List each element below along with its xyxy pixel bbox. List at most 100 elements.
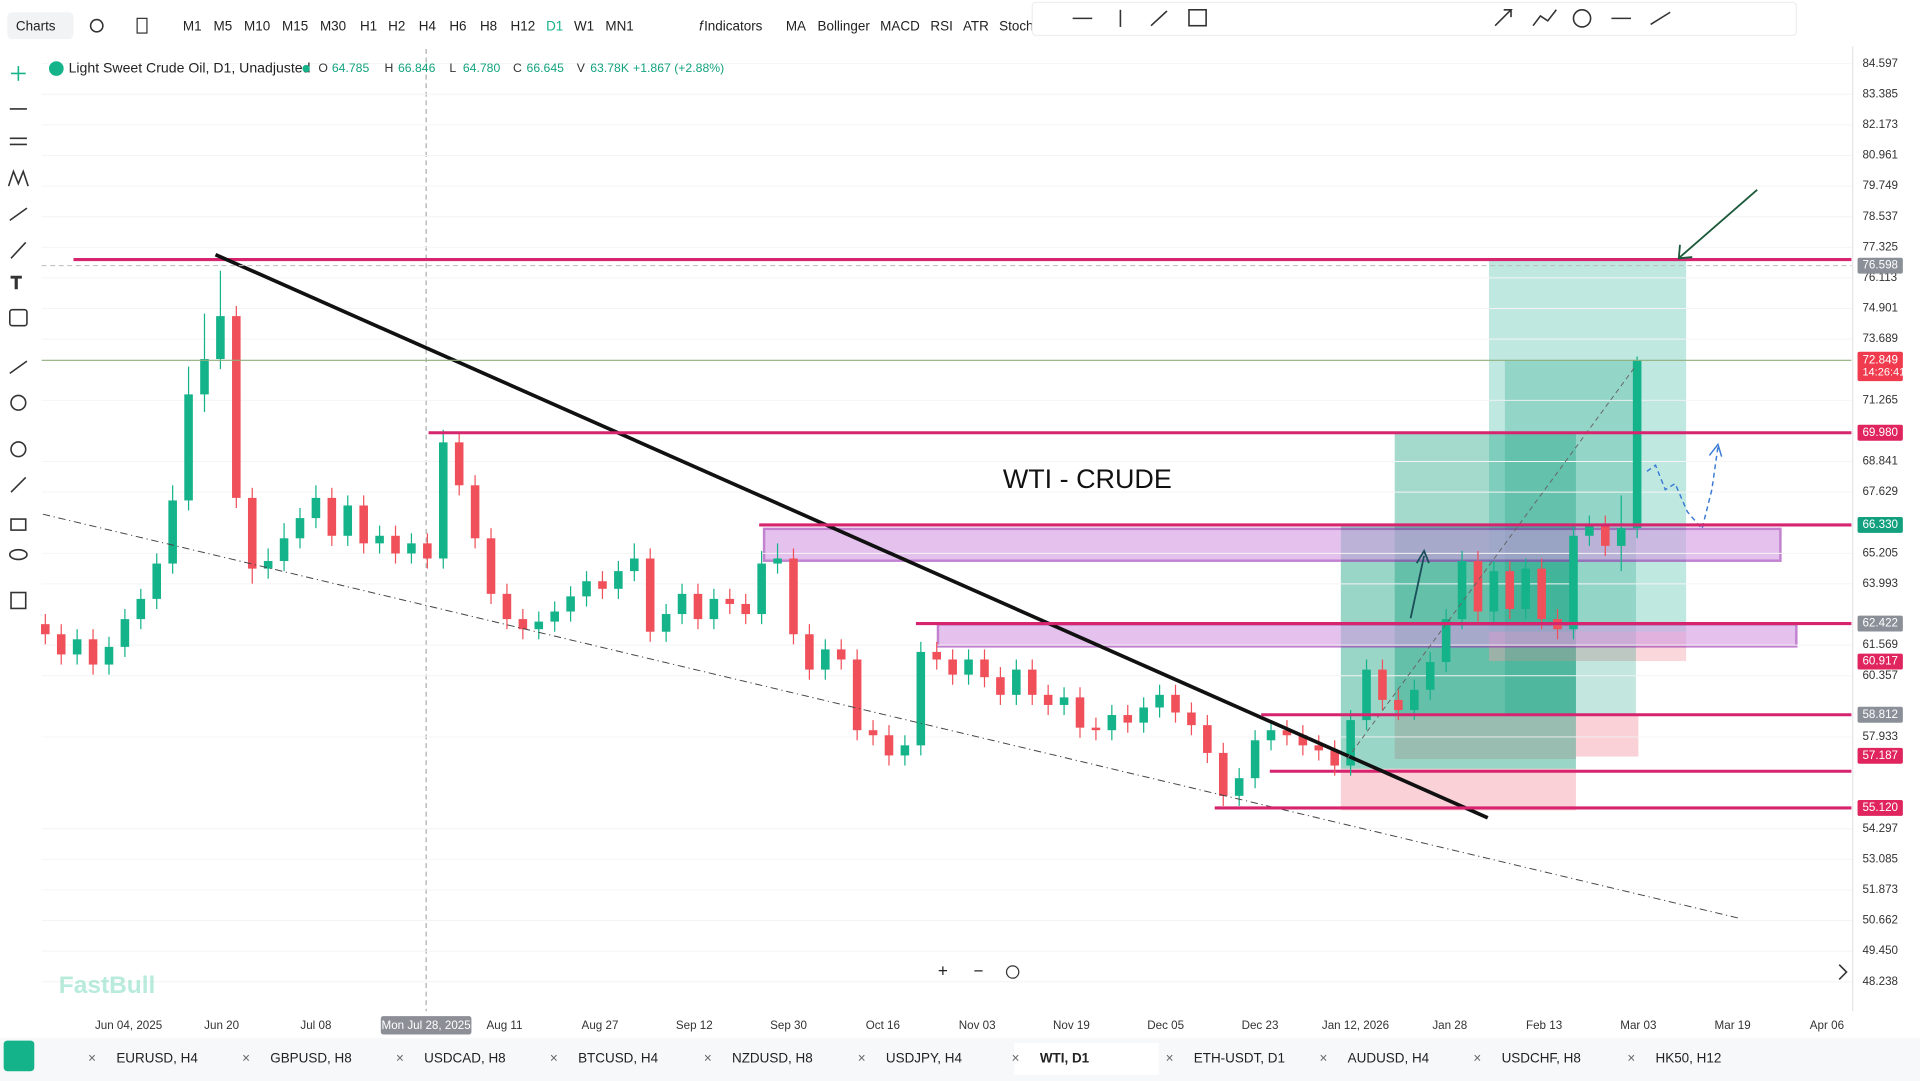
tool-arrow[interactable] xyxy=(1494,8,1513,27)
study-button[interactable]: MACD xyxy=(880,18,920,33)
tab-close[interactable]: × xyxy=(1320,1051,1328,1066)
tool-zoom[interactable] xyxy=(10,394,27,411)
candle-body xyxy=(757,563,766,615)
candle-body xyxy=(1378,669,1387,700)
tab-close[interactable]: × xyxy=(550,1051,558,1066)
tab-label[interactable]: USDJPY, H4 xyxy=(886,1051,963,1066)
candle-body xyxy=(725,598,735,604)
charts-menu[interactable]: Charts xyxy=(16,18,56,33)
y-tick-label: 53.085 xyxy=(1862,852,1898,865)
y-tick-label: 67.629 xyxy=(1862,485,1898,498)
timeframe-button[interactable]: M15 xyxy=(282,18,308,33)
tab-close[interactable]: × xyxy=(396,1051,404,1066)
tool-magnet[interactable] xyxy=(10,441,27,458)
tab-label[interactable]: HK50, H12 xyxy=(1656,1051,1722,1066)
axis-labels: 84.597 83.385 82.173 80.961 79.749 78.537 77.3… xyxy=(1857,57,1905,988)
timeframe-button[interactable]: H4 xyxy=(419,18,437,33)
tab-close[interactable]: × xyxy=(858,1051,866,1066)
crosshair-badge xyxy=(380,1016,472,1035)
tab-label[interactable]: USDCAD, H8 xyxy=(424,1051,505,1066)
candle-body xyxy=(1473,561,1483,612)
watermark: FastBull xyxy=(59,972,156,999)
scroll-right[interactable] xyxy=(1838,964,1848,980)
study-button[interactable]: Bollinger xyxy=(817,18,870,33)
study-button[interactable]: ATR xyxy=(963,18,989,33)
candle-body xyxy=(1171,694,1180,713)
candle-body xyxy=(104,646,114,665)
tool-lock-draw[interactable] xyxy=(10,476,27,493)
candle-body xyxy=(693,593,703,620)
fx-icon[interactable]: f xyxy=(699,18,704,33)
tool-rect[interactable] xyxy=(1188,8,1207,27)
tab-label[interactable]: BTCUSD, H4 xyxy=(578,1051,659,1066)
candle-body xyxy=(1314,745,1324,751)
tool-ruler[interactable] xyxy=(9,360,28,375)
candle-body xyxy=(41,624,50,635)
price-badge xyxy=(1857,747,1903,764)
timeframe-button[interactable]: H6 xyxy=(449,18,466,33)
tool-projection[interactable] xyxy=(9,207,28,222)
timeframe-button[interactable]: M10 xyxy=(244,18,270,33)
tab-close[interactable]: × xyxy=(88,1051,96,1066)
indicators-button[interactable]: Indicators xyxy=(704,18,763,33)
tab-label[interactable]: WTI, D1 xyxy=(1040,1051,1090,1066)
price-badge-label: 60.917 xyxy=(1862,655,1898,668)
chart-type-icon[interactable] xyxy=(136,17,148,34)
y-tick-label: 74.901 xyxy=(1862,302,1898,315)
tool-circle[interactable] xyxy=(1572,8,1592,28)
favorites-button[interactable] xyxy=(3,1040,35,1072)
candle-body xyxy=(1489,571,1499,612)
reset-button[interactable] xyxy=(1005,965,1020,979)
timeframe-button[interactable]: H8 xyxy=(480,18,497,33)
timeframe-button[interactable]: W1 xyxy=(574,18,594,33)
tool-text[interactable]: T xyxy=(10,272,23,294)
x-tick-label: Aug 27 xyxy=(582,1019,619,1032)
tab-close[interactable]: × xyxy=(1012,1051,1020,1066)
left-toolbar: T xyxy=(7,66,29,610)
tool-pattern[interactable] xyxy=(7,169,29,187)
tool-brush[interactable] xyxy=(10,241,27,259)
timeframe-button[interactable]: H2 xyxy=(388,18,405,33)
tab-label[interactable]: ETH-USDT, D1 xyxy=(1194,1051,1285,1066)
tab-label[interactable]: AUDUSD, H4 xyxy=(1348,1051,1430,1066)
timeframe-button[interactable]: D1 xyxy=(546,18,563,33)
tab-label[interactable]: GBPUSD, H8 xyxy=(270,1051,352,1066)
tool-eye[interactable] xyxy=(9,548,28,561)
tool-channel[interactable] xyxy=(1650,11,1671,26)
arrow-head xyxy=(1708,442,1723,457)
tab-label[interactable]: EURUSD, H4 xyxy=(116,1051,198,1066)
x-tick-label: Jan 28 xyxy=(1432,1019,1467,1032)
search-icon[interactable] xyxy=(89,18,104,33)
tool-trash[interactable] xyxy=(10,591,27,610)
tool-lock[interactable] xyxy=(10,518,27,531)
tab-close[interactable]: × xyxy=(1627,1051,1635,1066)
tool-emoji[interactable] xyxy=(9,308,28,327)
zoom-out[interactable]: − xyxy=(973,961,983,981)
tab-close[interactable]: × xyxy=(242,1051,250,1066)
timeframe-button[interactable]: M30 xyxy=(320,18,346,33)
tool-path[interactable] xyxy=(1532,9,1557,27)
candle-body xyxy=(232,316,241,498)
timeframe-button[interactable]: MN1 xyxy=(605,18,633,33)
position-loss xyxy=(1394,716,1576,760)
candle-body xyxy=(295,518,305,539)
study-button[interactable]: RSI xyxy=(930,18,952,33)
legend-key: H xyxy=(384,61,393,75)
tab-label[interactable]: NZDUSD, H8 xyxy=(732,1051,813,1066)
tab-close[interactable]: × xyxy=(1473,1051,1481,1066)
timeframe-button[interactable]: M1 xyxy=(183,18,202,33)
study-button[interactable]: MA xyxy=(786,18,806,33)
tab-close[interactable]: × xyxy=(1166,1051,1174,1066)
charts-button[interactable] xyxy=(7,12,74,40)
tab-label[interactable]: USDCHF, H8 xyxy=(1502,1051,1581,1066)
timeframe-button[interactable]: H12 xyxy=(511,18,536,33)
zoom-in[interactable]: + xyxy=(938,961,948,981)
timeframe-button[interactable]: M5 xyxy=(214,18,233,33)
chart-annotation: WTI - CRUDE xyxy=(1003,464,1172,494)
tab-close[interactable]: × xyxy=(704,1051,712,1066)
study-button[interactable]: Stoch xyxy=(999,18,1033,33)
candle-body xyxy=(1091,727,1101,731)
candle-body xyxy=(1394,699,1403,710)
tool-trend[interactable] xyxy=(1150,10,1168,27)
timeframe-button[interactable]: H1 xyxy=(360,18,377,33)
